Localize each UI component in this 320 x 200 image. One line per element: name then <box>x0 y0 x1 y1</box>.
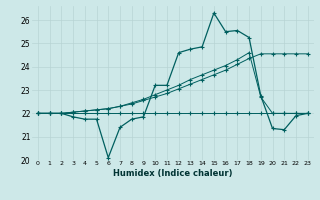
X-axis label: Humidex (Indice chaleur): Humidex (Indice chaleur) <box>113 169 233 178</box>
